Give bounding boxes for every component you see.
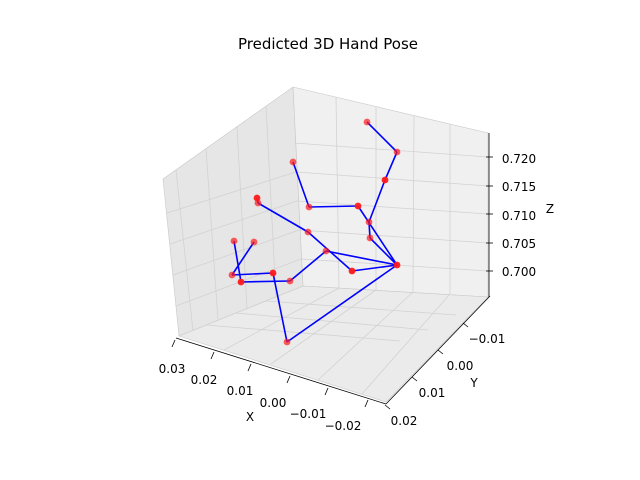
joint-point: [253, 194, 261, 202]
floor-grid-line: [235, 312, 429, 331]
floor-grid-line: [361, 293, 451, 395]
joint-point: [354, 202, 362, 210]
bone-line: [369, 237, 398, 266]
bone-line: [368, 179, 386, 223]
joint-point: [363, 118, 371, 126]
bone-line: [308, 205, 359, 208]
joint-point: [250, 238, 258, 246]
joint-point: [305, 203, 313, 211]
z-axis: 0.700 0.705 0.710 0.715 0.720 Z: [486, 133, 554, 297]
bone-line: [357, 205, 398, 266]
y-tick-label: 0.02: [391, 414, 418, 428]
back-grid-line: [293, 142, 489, 158]
left-grid-line: [169, 200, 298, 245]
bone-line: [231, 272, 274, 276]
x-tick-mark: [210, 351, 215, 360]
bone-line: [366, 121, 398, 153]
back-grid-line: [335, 96, 340, 289]
x-tick-mark: [324, 387, 329, 396]
x-axis-line: [175, 337, 387, 405]
joint-point: [381, 176, 389, 184]
floor-grid-line: [223, 287, 340, 351]
back-grid-line: [412, 115, 415, 293]
y-tick-label: 0.00: [447, 359, 474, 373]
joint-point: [237, 278, 245, 286]
y-tick-mark: [411, 376, 418, 382]
y-axis: −0.01 0.00 0.01 0.02 Y: [384, 295, 506, 428]
left-grid-line: [265, 105, 277, 298]
y-axis-label: Y: [469, 376, 478, 390]
joint-point: [228, 271, 236, 279]
hand-bones: [231, 121, 398, 343]
y-tick-mark: [462, 322, 469, 328]
y-tick-mark: [384, 404, 391, 410]
z-axis-label: Z: [546, 202, 554, 216]
z-tick-label: 0.720: [502, 152, 536, 166]
y-tick-mark: [437, 349, 444, 355]
joint-point: [269, 269, 277, 277]
z-tick-label: 0.715: [502, 180, 536, 194]
bone-line: [231, 241, 255, 276]
joint-point: [230, 237, 238, 245]
bone-line: [325, 250, 398, 266]
bone-line: [286, 264, 398, 343]
joint-point: [366, 234, 374, 242]
x-tick-label: −0.02: [325, 419, 362, 433]
z-tick-label: 0.710: [502, 209, 536, 223]
joint-point: [393, 148, 401, 156]
x-tick-mark: [247, 363, 252, 372]
x-tick-mark: [171, 339, 176, 348]
x-tick-label: 0.01: [227, 384, 254, 398]
chart-title: Predicted 3D Hand Pose: [238, 35, 418, 53]
floor-grid-line: [270, 289, 377, 365]
x-tick-label: 0.00: [260, 396, 287, 410]
bone-line: [257, 202, 309, 233]
z-tick-label: 0.700: [502, 265, 536, 279]
joint-point: [283, 338, 291, 346]
x-axis-label: X: [246, 410, 254, 424]
bone-line: [384, 151, 398, 181]
joint-point: [304, 228, 312, 236]
hand-joints: [228, 118, 401, 346]
left-grid-line: [166, 171, 297, 214]
y-tick-label: 0.01: [419, 386, 446, 400]
bone-line: [289, 250, 327, 282]
joint-point: [365, 218, 373, 226]
axes-panes: [162, 86, 489, 403]
z-tick-label: 0.705: [502, 237, 536, 251]
back-grid-line: [295, 171, 489, 187]
joint-point: [286, 277, 294, 285]
bone-line: [351, 264, 398, 272]
y-tick-label: −0.01: [469, 332, 506, 346]
joint-point: [393, 261, 401, 269]
floor-grid-line: [317, 291, 414, 381]
floor-grid-line: [205, 324, 401, 342]
x-tick-label: 0.03: [159, 362, 186, 376]
joint-point: [348, 267, 356, 275]
bone-line: [240, 280, 291, 283]
x-tick-label: −0.01: [290, 407, 327, 421]
back-grid-line: [298, 229, 489, 244]
bone-line: [272, 272, 288, 343]
bone-line: [292, 161, 310, 208]
left-grid-line: [175, 169, 194, 332]
left-grid-line: [205, 148, 219, 321]
floor-grid-line: [178, 285, 304, 337]
floor-grid-line: [265, 300, 457, 316]
left-grid-line: [236, 126, 248, 310]
x-tick-mark: [364, 399, 369, 408]
x-axis: 0.03 0.02 0.01 0.00 −0.01 −0.02 X: [159, 337, 387, 433]
joint-point: [322, 247, 330, 255]
x-tick-label: 0.02: [191, 373, 218, 387]
joint-point: [289, 158, 297, 166]
x-tick-mark: [286, 375, 291, 384]
back-grid-line: [296, 200, 489, 215]
